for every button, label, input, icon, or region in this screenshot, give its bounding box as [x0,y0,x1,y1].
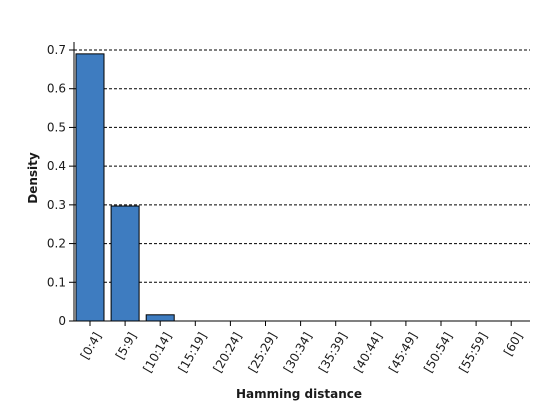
bar [75,53,105,322]
x-tick-label: [50:54] [421,330,455,375]
y-tick-label: 0.3 [47,198,66,212]
bar [145,314,175,322]
x-tick-label: [45:49] [386,330,420,375]
x-tick-label: [40:44] [351,330,385,375]
y-tick-label: 0.7 [47,43,66,57]
x-tick-label: [10:14] [140,330,174,375]
y-tick-label: 0.6 [47,82,66,96]
x-axis-label: Hamming distance [236,387,362,401]
y-tick-label: 0 [58,314,66,328]
x-tick-label: [15:19] [175,330,209,375]
y-tick-labels: 0 0.1 0.2 0.3 0.4 0.5 0.6 0.7 [47,43,66,328]
x-tick-label: [35:39] [316,330,350,375]
x-tick-label: [5:9] [113,330,139,362]
y-tick-label: 0.1 [47,275,66,289]
y-tick-label: 0.5 [47,120,66,134]
x-tick-label: [30:34] [281,330,315,375]
bar [110,205,140,322]
axes [69,42,530,326]
bars [75,53,175,322]
grid-lines [74,49,530,283]
y-tick-label: 0.4 [47,159,66,173]
x-tick-label: [20:24] [211,330,245,375]
x-tick-label: [60] [501,330,525,358]
x-tick-label: [0:4] [78,330,104,362]
x-tick-label: [55:59] [456,330,490,375]
y-tick-label: 0.2 [47,237,66,251]
y-axis-label: Density [26,152,40,204]
x-tick-label: [25:29] [246,330,280,375]
x-tick-labels: [0:4] [5:9] [10:14] [15:19] [20:24] [25:29] [3… [78,330,526,375]
